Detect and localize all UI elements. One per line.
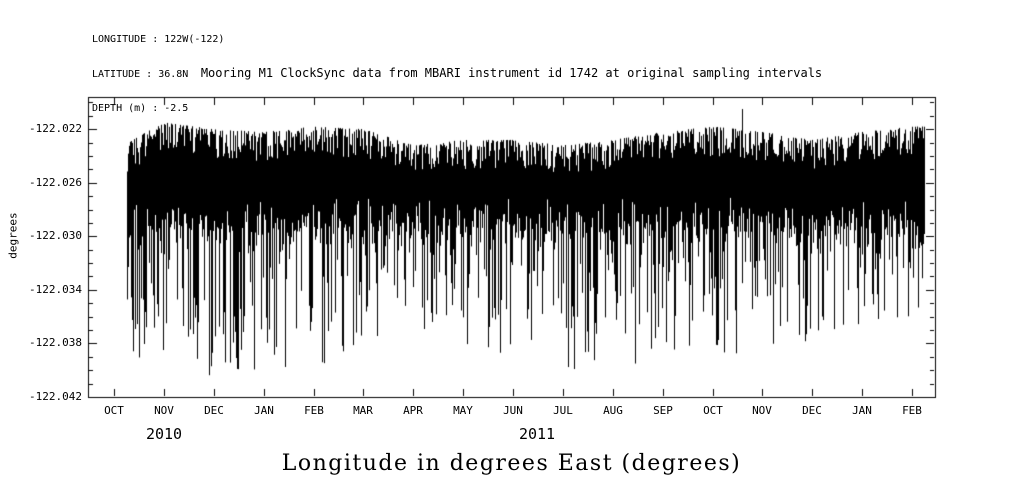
x-tick-label: FEB [902, 404, 922, 417]
metadata-latitude: LATITUDE : 36.8N [92, 68, 189, 80]
x-tick-label: OCT [104, 404, 124, 417]
x-tick-label: JAN [852, 404, 872, 417]
x-tick-label: OCT [703, 404, 723, 417]
y-tick-label: -122.030 [29, 229, 82, 242]
year-label: 2010 [145, 425, 183, 443]
metadata-longitude: LONGITUDE : 122W(-122) [92, 34, 225, 45]
y-tick-label: -122.022 [29, 122, 82, 135]
metadata-depth: DEPTH (m) : -2.5 [92, 103, 189, 114]
y-tick-label: -122.034 [29, 283, 82, 296]
x-tick-label: JUN [503, 404, 523, 417]
x-tick-label: DEC [204, 404, 224, 417]
metadata-block: LONGITUDE : 122W(-122) LATITUDE : 36.8N … [92, 11, 224, 138]
x-tick-label: DEC [802, 404, 822, 417]
x-tick-label: JUL [553, 404, 573, 417]
x-tick-label: MAY [453, 404, 473, 417]
y-tick-label: -122.026 [29, 176, 82, 189]
year-label: 2011 [518, 425, 556, 443]
x-tick-label: JAN [254, 404, 274, 417]
x-tick-label: FEB [304, 404, 324, 417]
chart-title: Mooring M1 ClockSync data from MBARI ins… [200, 66, 823, 80]
x-tick-label: NOV [752, 404, 772, 417]
y-tick-label: -122.042 [29, 390, 82, 403]
x-tick-label: SEP [653, 404, 673, 417]
x-tick-label: MAR [353, 404, 373, 417]
y-tick-label: -122.038 [29, 336, 82, 349]
x-tick-label: AUG [603, 404, 623, 417]
x-axis-title: Longitude in degrees East (degrees) [281, 451, 742, 476]
x-tick-label: APR [403, 404, 423, 417]
x-tick-label: NOV [154, 404, 174, 417]
